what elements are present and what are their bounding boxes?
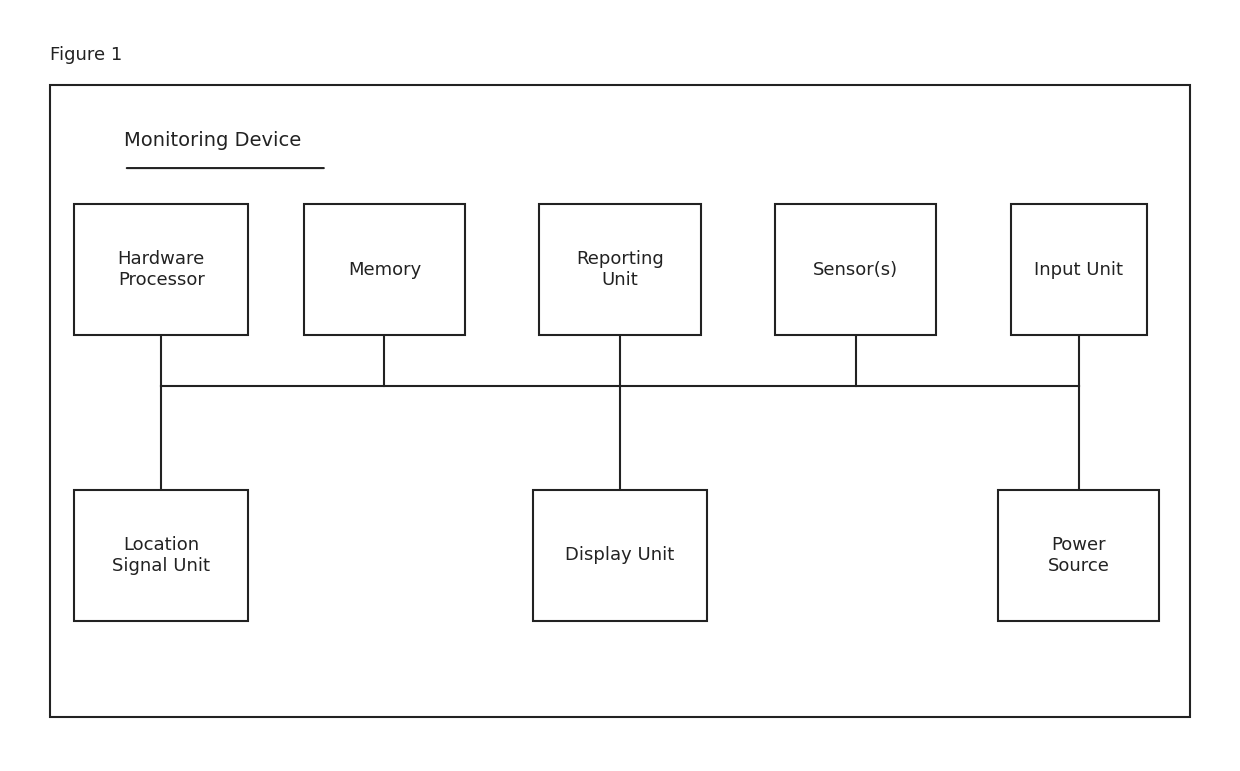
Text: Input Unit: Input Unit [1034,261,1123,279]
Text: Reporting
Unit: Reporting Unit [577,251,663,289]
Text: Display Unit: Display Unit [565,546,675,564]
Text: Location
Signal Unit: Location Signal Unit [112,536,211,574]
FancyBboxPatch shape [539,204,701,335]
Text: Sensor(s): Sensor(s) [813,261,898,279]
Text: Power
Source: Power Source [1048,536,1110,574]
Text: Memory: Memory [347,261,422,279]
FancyBboxPatch shape [74,490,248,621]
FancyBboxPatch shape [775,204,936,335]
FancyBboxPatch shape [533,490,707,621]
FancyBboxPatch shape [1011,204,1147,335]
Text: Figure 1: Figure 1 [50,46,122,64]
Text: Hardware
Processor: Hardware Processor [118,251,205,289]
FancyBboxPatch shape [50,85,1190,717]
FancyBboxPatch shape [304,204,465,335]
Text: Monitoring Device: Monitoring Device [124,131,301,150]
FancyBboxPatch shape [74,204,248,335]
FancyBboxPatch shape [998,490,1159,621]
